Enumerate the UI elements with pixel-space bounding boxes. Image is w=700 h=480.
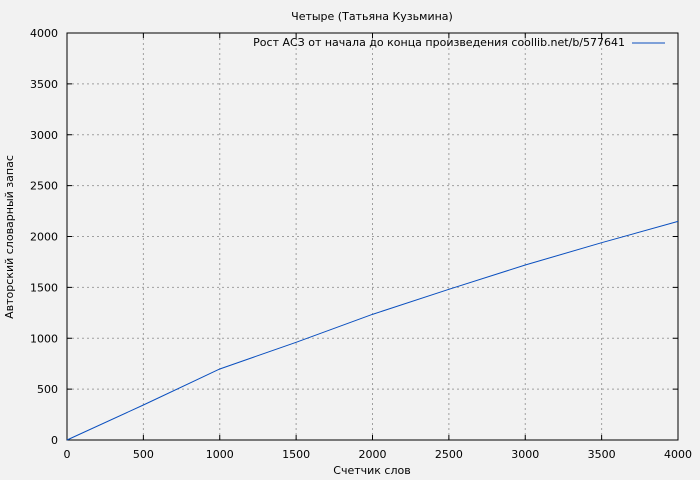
y-tick-label: 1000 bbox=[30, 332, 58, 345]
x-tick-label: 2500 bbox=[435, 448, 463, 461]
x-tick-label: 3000 bbox=[511, 448, 539, 461]
axis-ticks: 0 500 1000 1500 2000 2500 3000 3500 4000 0 500 1000… bbox=[30, 27, 692, 461]
y-axis-label: Авторский словарный запас bbox=[3, 155, 16, 319]
x-tick-label: 1500 bbox=[282, 448, 310, 461]
x-tick-label: 3500 bbox=[588, 448, 616, 461]
y-tick-label: 3000 bbox=[30, 129, 58, 142]
y-tick-label: 1500 bbox=[30, 281, 58, 294]
y-tick-label: 0 bbox=[51, 434, 58, 447]
y-tick-label: 500 bbox=[37, 383, 58, 396]
series-group bbox=[66, 220, 679, 441]
plot-frame bbox=[66, 32, 679, 441]
y-tick-label: 2500 bbox=[30, 180, 58, 193]
x-tick-label: 4000 bbox=[664, 448, 692, 461]
x-axis-label: Счетчик слов bbox=[333, 464, 410, 477]
y-tick-label: 2000 bbox=[30, 231, 58, 244]
x-tick-label: 2000 bbox=[359, 448, 387, 461]
y-tick-label: 3500 bbox=[30, 78, 58, 91]
x-tick-label: 500 bbox=[133, 448, 154, 461]
grid bbox=[67, 33, 678, 440]
x-tick-label: 1000 bbox=[206, 448, 234, 461]
legend-label: Рост АСЗ от начала до конца произведения… bbox=[253, 36, 625, 49]
y-tick-label: 4000 bbox=[30, 27, 58, 40]
chart-title: Четыре (Татьяна Кузьмина) bbox=[291, 10, 453, 23]
x-tick-label: 0 bbox=[64, 448, 71, 461]
